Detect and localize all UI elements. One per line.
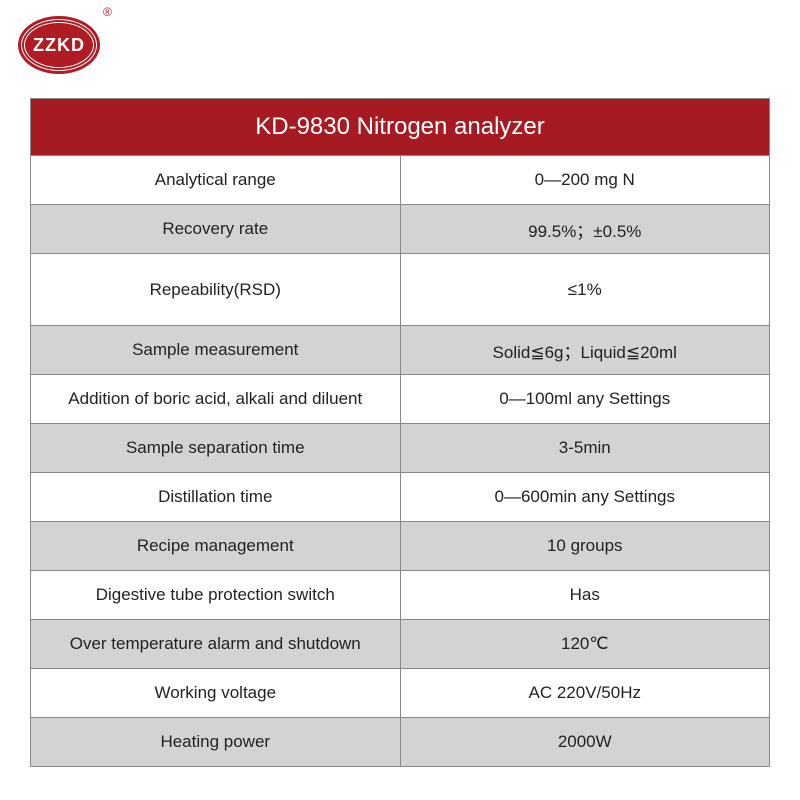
spec-value: Has — [400, 571, 770, 620]
registered-mark: ® — [103, 5, 112, 19]
table-row: Sample measurementSolid≦6g；Liquid≦20ml — [31, 326, 770, 375]
spec-label: Sample separation time — [31, 424, 401, 473]
spec-value: AC 220V/50Hz — [400, 669, 770, 718]
table-row: Analytical range0—200 mg N — [31, 156, 770, 205]
spec-value: 3-5min — [400, 424, 770, 473]
logo-oval: ZZKD — [18, 16, 100, 74]
spec-label: Recipe management — [31, 522, 401, 571]
spec-label: Distillation time — [31, 473, 401, 522]
table-row: Sample separation time3-5min — [31, 424, 770, 473]
table-row: Distillation time0—600min any Settings — [31, 473, 770, 522]
spec-label: Over temperature alarm and shutdown — [31, 620, 401, 669]
table-title: KD-9830 Nitrogen analyzer — [31, 99, 770, 156]
spec-label: Heating power — [31, 718, 401, 767]
spec-value: 0—200 mg N — [400, 156, 770, 205]
table-row: Digestive tube protection switchHas — [31, 571, 770, 620]
table-body: Analytical range0—200 mg NRecovery rate9… — [31, 156, 770, 767]
spec-value: 0—100ml any Settings — [400, 375, 770, 424]
table-row: Recovery rate99.5%；±0.5% — [31, 205, 770, 254]
spec-label: Sample measurement — [31, 326, 401, 375]
spec-label: Working voltage — [31, 669, 401, 718]
spec-value: ≤1% — [400, 254, 770, 326]
table-row: Over temperature alarm and shutdown120℃ — [31, 620, 770, 669]
spec-table: KD-9830 Nitrogen analyzer Analytical ran… — [30, 98, 770, 767]
spec-value: 10 groups — [400, 522, 770, 571]
table-row: Recipe management10 groups — [31, 522, 770, 571]
spec-label: Repeability(RSD) — [31, 254, 401, 326]
spec-value: 0—600min any Settings — [400, 473, 770, 522]
table-row: Heating power2000W — [31, 718, 770, 767]
spec-label: Analytical range — [31, 156, 401, 205]
table-row: Working voltageAC 220V/50Hz — [31, 669, 770, 718]
table-row: Addition of boric acid, alkali and dilue… — [31, 375, 770, 424]
spec-value: Solid≦6g；Liquid≦20ml — [400, 326, 770, 375]
brand-logo: ® ZZKD — [18, 10, 100, 74]
spec-value: 99.5%；±0.5% — [400, 205, 770, 254]
spec-value: 2000W — [400, 718, 770, 767]
spec-value: 120℃ — [400, 620, 770, 669]
spec-label: Digestive tube protection switch — [31, 571, 401, 620]
table-row: Repeability(RSD)≤1% — [31, 254, 770, 326]
spec-label: Addition of boric acid, alkali and dilue… — [31, 375, 401, 424]
logo-text: ZZKD — [33, 35, 85, 56]
spec-label: Recovery rate — [31, 205, 401, 254]
